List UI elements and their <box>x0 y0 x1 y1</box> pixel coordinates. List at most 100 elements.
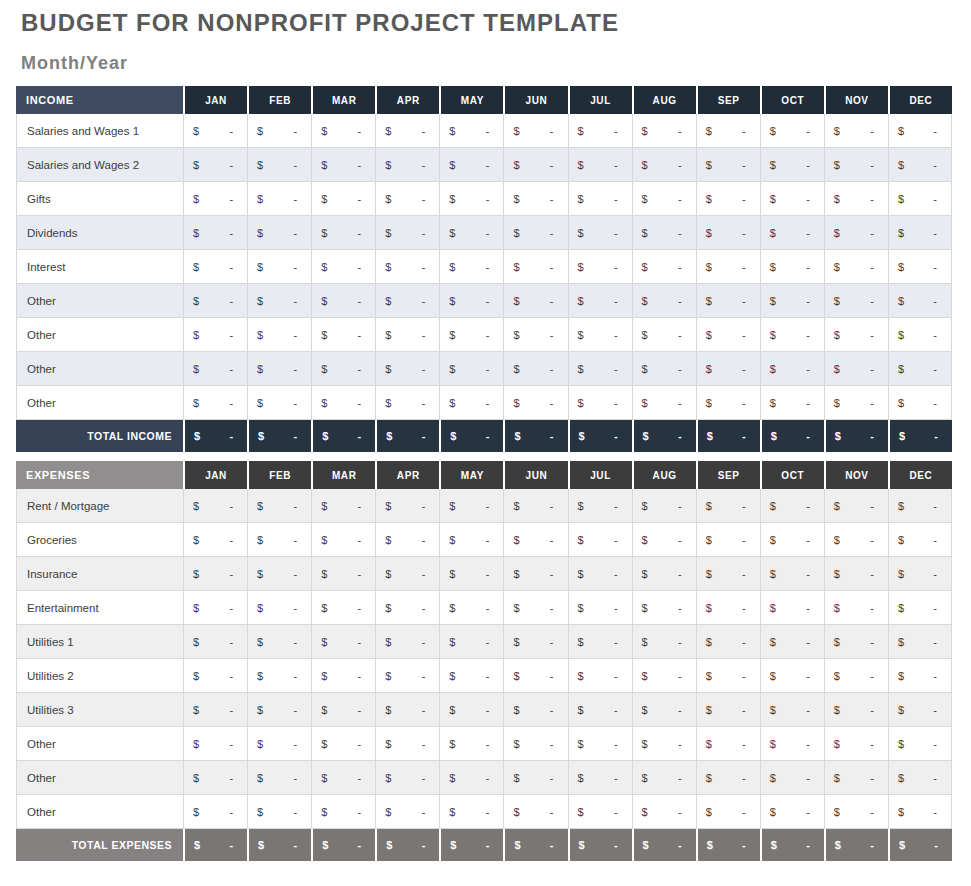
amount-cell[interactable]: $- <box>632 557 696 590</box>
total-amount-cell[interactable]: $- <box>503 829 567 861</box>
amount-cell[interactable]: $- <box>824 761 888 794</box>
total-amount-cell[interactable]: $- <box>247 829 311 861</box>
amount-cell[interactable]: $- <box>824 250 888 283</box>
amount-cell[interactable]: $- <box>375 386 439 419</box>
amount-cell[interactable]: $- <box>503 659 567 692</box>
amount-cell[interactable]: $- <box>375 250 439 283</box>
total-amount-cell[interactable]: $- <box>568 829 632 861</box>
total-amount-cell[interactable]: $- <box>696 829 760 861</box>
amount-cell[interactable]: $- <box>568 318 632 351</box>
amount-cell[interactable]: $- <box>503 523 567 556</box>
amount-cell[interactable]: $- <box>375 591 439 624</box>
amount-cell[interactable]: $- <box>503 591 567 624</box>
income-row-label[interactable]: Salaries and Wages 1 <box>16 114 183 147</box>
amount-cell[interactable]: $- <box>824 148 888 181</box>
amount-cell[interactable]: $- <box>183 489 247 522</box>
amount-cell[interactable]: $- <box>824 318 888 351</box>
amount-cell[interactable]: $- <box>824 114 888 147</box>
total-amount-cell[interactable]: $- <box>247 420 311 452</box>
amount-cell[interactable]: $- <box>632 659 696 692</box>
income-row-label[interactable]: Interest <box>16 250 183 283</box>
amount-cell[interactable]: $- <box>375 557 439 590</box>
amount-cell[interactable]: $- <box>247 182 311 215</box>
amount-cell[interactable]: $- <box>247 625 311 658</box>
amount-cell[interactable]: $- <box>311 727 375 760</box>
total-amount-cell[interactable]: $- <box>824 420 888 452</box>
amount-cell[interactable]: $- <box>568 625 632 658</box>
amount-cell[interactable]: $- <box>696 182 760 215</box>
amount-cell[interactable]: $- <box>503 795 567 828</box>
amount-cell[interactable]: $- <box>503 284 567 317</box>
amount-cell[interactable]: $- <box>888 318 952 351</box>
amount-cell[interactable]: $- <box>247 386 311 419</box>
amount-cell[interactable]: $- <box>439 352 503 385</box>
amount-cell[interactable]: $- <box>760 557 824 590</box>
amount-cell[interactable]: $- <box>247 659 311 692</box>
amount-cell[interactable]: $- <box>632 216 696 249</box>
amount-cell[interactable]: $- <box>503 693 567 726</box>
amount-cell[interactable]: $- <box>696 591 760 624</box>
amount-cell[interactable]: $- <box>439 386 503 419</box>
amount-cell[interactable]: $- <box>375 182 439 215</box>
amount-cell[interactable]: $- <box>824 386 888 419</box>
amount-cell[interactable]: $- <box>503 318 567 351</box>
total-amount-cell[interactable]: $- <box>375 420 439 452</box>
amount-cell[interactable]: $- <box>824 625 888 658</box>
amount-cell[interactable]: $- <box>503 625 567 658</box>
amount-cell[interactable]: $- <box>375 148 439 181</box>
income-row-label[interactable]: Gifts <box>16 182 183 215</box>
amount-cell[interactable]: $- <box>632 591 696 624</box>
amount-cell[interactable]: $- <box>632 250 696 283</box>
amount-cell[interactable]: $- <box>568 114 632 147</box>
amount-cell[interactable]: $- <box>632 148 696 181</box>
expenses-row-label[interactable]: Utilities 1 <box>16 625 183 658</box>
amount-cell[interactable]: $- <box>311 148 375 181</box>
amount-cell[interactable]: $- <box>568 216 632 249</box>
amount-cell[interactable]: $- <box>311 795 375 828</box>
amount-cell[interactable]: $- <box>760 489 824 522</box>
amount-cell[interactable]: $- <box>632 795 696 828</box>
amount-cell[interactable]: $- <box>568 795 632 828</box>
amount-cell[interactable]: $- <box>183 591 247 624</box>
amount-cell[interactable]: $- <box>183 795 247 828</box>
amount-cell[interactable]: $- <box>439 318 503 351</box>
total-amount-cell[interactable]: $- <box>632 420 696 452</box>
amount-cell[interactable]: $- <box>311 284 375 317</box>
amount-cell[interactable]: $- <box>183 318 247 351</box>
amount-cell[interactable]: $- <box>824 284 888 317</box>
amount-cell[interactable]: $- <box>247 148 311 181</box>
expenses-row-label[interactable]: Utilities 2 <box>16 659 183 692</box>
expenses-row-label[interactable]: Rent / Mortgage <box>16 489 183 522</box>
amount-cell[interactable]: $- <box>375 659 439 692</box>
amount-cell[interactable]: $- <box>696 318 760 351</box>
amount-cell[interactable]: $- <box>247 591 311 624</box>
amount-cell[interactable]: $- <box>760 727 824 760</box>
amount-cell[interactable]: $- <box>760 386 824 419</box>
amount-cell[interactable]: $- <box>439 250 503 283</box>
amount-cell[interactable]: $- <box>503 114 567 147</box>
amount-cell[interactable]: $- <box>760 523 824 556</box>
total-amount-cell[interactable]: $- <box>760 420 824 452</box>
amount-cell[interactable]: $- <box>760 761 824 794</box>
amount-cell[interactable]: $- <box>311 352 375 385</box>
amount-cell[interactable]: $- <box>696 523 760 556</box>
amount-cell[interactable]: $- <box>247 761 311 794</box>
income-row-label[interactable]: Other <box>16 284 183 317</box>
amount-cell[interactable]: $- <box>888 250 952 283</box>
amount-cell[interactable]: $- <box>503 182 567 215</box>
amount-cell[interactable]: $- <box>311 489 375 522</box>
total-amount-cell[interactable]: $- <box>439 829 503 861</box>
amount-cell[interactable]: $- <box>888 591 952 624</box>
amount-cell[interactable]: $- <box>760 318 824 351</box>
total-amount-cell[interactable]: $- <box>760 829 824 861</box>
amount-cell[interactable]: $- <box>632 352 696 385</box>
income-row-label[interactable]: Other <box>16 352 183 385</box>
amount-cell[interactable]: $- <box>503 352 567 385</box>
total-amount-cell[interactable]: $- <box>632 829 696 861</box>
amount-cell[interactable]: $- <box>439 761 503 794</box>
amount-cell[interactable]: $- <box>696 557 760 590</box>
amount-cell[interactable]: $- <box>311 182 375 215</box>
amount-cell[interactable]: $- <box>632 489 696 522</box>
amount-cell[interactable]: $- <box>183 250 247 283</box>
amount-cell[interactable]: $- <box>760 659 824 692</box>
